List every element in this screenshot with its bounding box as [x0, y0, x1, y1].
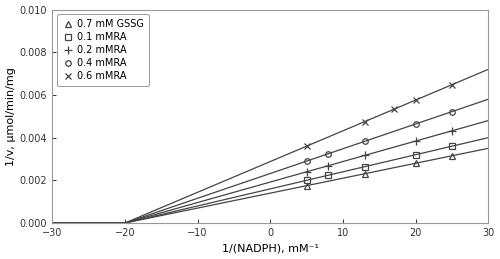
Legend: 0.7 mM GSSG, 0.1 mMRA, 0.2 mMRA, 0.4 mMRA, 0.6 mMRA: 0.7 mM GSSG, 0.1 mMRA, 0.2 mMRA, 0.4 mMR… — [57, 15, 149, 86]
X-axis label: 1/(NADPH), mM⁻¹: 1/(NADPH), mM⁻¹ — [222, 243, 319, 254]
Y-axis label: 1/v, μmol/min/mg: 1/v, μmol/min/mg — [6, 67, 16, 166]
